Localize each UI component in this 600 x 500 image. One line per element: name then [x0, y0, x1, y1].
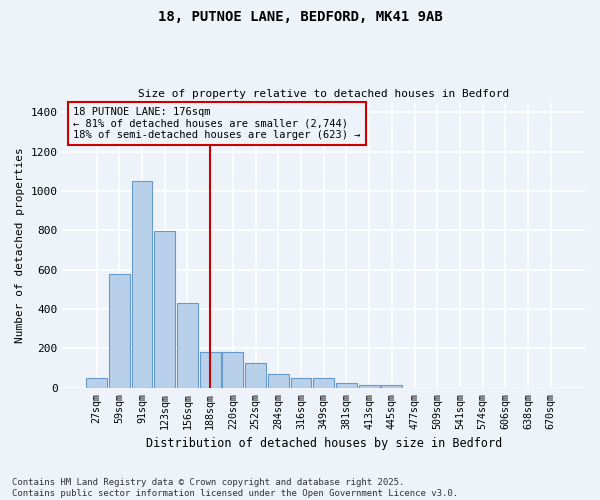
Text: 18, PUTNOE LANE, BEDFORD, MK41 9AB: 18, PUTNOE LANE, BEDFORD, MK41 9AB: [158, 10, 442, 24]
Bar: [154, 232, 175, 388]
Title: Size of property relative to detached houses in Bedford: Size of property relative to detached ho…: [138, 89, 509, 99]
Y-axis label: Number of detached properties: Number of detached properties: [15, 148, 25, 343]
Bar: [131, 181, 152, 388]
Bar: [223, 352, 244, 388]
Bar: [86, 378, 107, 388]
Bar: [245, 363, 266, 388]
Bar: [290, 378, 311, 388]
Bar: [268, 374, 289, 388]
Text: 18 PUTNOE LANE: 176sqm
← 81% of detached houses are smaller (2,744)
18% of semi-: 18 PUTNOE LANE: 176sqm ← 81% of detached…: [73, 107, 361, 140]
Bar: [336, 384, 357, 388]
Bar: [177, 303, 198, 388]
Bar: [382, 386, 402, 388]
Bar: [313, 378, 334, 388]
Bar: [200, 352, 221, 388]
Text: Contains HM Land Registry data © Crown copyright and database right 2025.
Contai: Contains HM Land Registry data © Crown c…: [12, 478, 458, 498]
Bar: [109, 274, 130, 388]
X-axis label: Distribution of detached houses by size in Bedford: Distribution of detached houses by size …: [146, 437, 502, 450]
Bar: [359, 385, 380, 388]
